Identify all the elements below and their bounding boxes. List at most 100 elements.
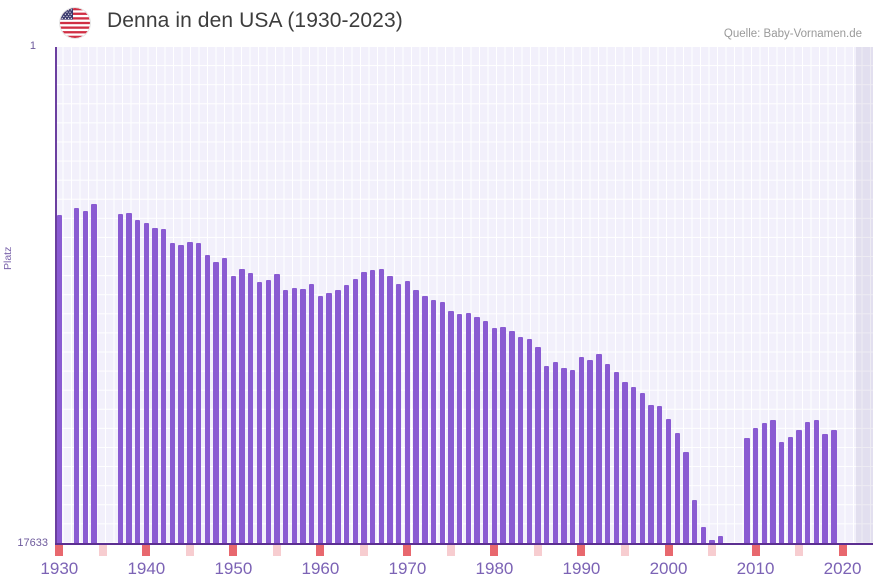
bar [509, 331, 515, 545]
bar [500, 326, 506, 545]
bar [822, 433, 828, 545]
bar [831, 429, 837, 545]
bar [326, 292, 332, 545]
bar [430, 299, 437, 545]
bar [335, 290, 341, 545]
bar [700, 527, 706, 545]
bar [152, 228, 158, 545]
bar [665, 418, 672, 545]
x-tick-minor [795, 545, 804, 556]
x-tick-minor [359, 545, 368, 556]
source-attribution: Quelle: Baby-Vornamen.de [723, 28, 862, 40]
x-tick-minor [272, 545, 281, 556]
bar [282, 289, 289, 545]
y-axis-bottom-label: 17633 [17, 537, 48, 549]
x-tick-label: 1970 [388, 559, 427, 578]
x-tick-minor [98, 545, 107, 556]
x-tick-label: 1990 [562, 559, 601, 578]
bar [483, 320, 489, 545]
x-tick-minor [533, 545, 542, 556]
bar [543, 365, 550, 545]
bar [752, 428, 759, 545]
bar [161, 229, 167, 545]
x-tick-minor [446, 545, 455, 556]
bar [709, 539, 715, 545]
bar [639, 393, 646, 545]
bar [718, 535, 724, 545]
plot-area [55, 47, 873, 545]
bar [570, 369, 576, 545]
bar [657, 405, 663, 545]
bar [552, 362, 559, 545]
bar [195, 242, 202, 545]
bar [622, 382, 628, 545]
bar [674, 433, 680, 545]
bar [248, 272, 254, 545]
x-tick-label: 2010 [736, 559, 775, 578]
bar [117, 213, 123, 545]
x-tick-major [55, 545, 64, 556]
bar [491, 327, 498, 545]
bar [204, 254, 210, 545]
y-axis-line [55, 47, 57, 545]
x-tick-major [229, 545, 238, 556]
bar [526, 339, 532, 545]
x-tick-major [142, 545, 151, 556]
bar [630, 386, 637, 545]
bar [221, 258, 228, 545]
bar [456, 313, 463, 545]
bar [187, 241, 193, 545]
bar [126, 212, 132, 545]
x-tick-major [316, 545, 325, 556]
x-tick-minor [620, 545, 629, 556]
bar [369, 269, 376, 545]
bar [604, 364, 611, 545]
bar [813, 419, 820, 545]
x-tick-major [838, 545, 847, 556]
bar [56, 215, 63, 545]
bar [744, 438, 750, 545]
chart-header: Denna in den USA (1930-2023) Quelle: Bab… [0, 0, 873, 46]
bar [761, 423, 767, 545]
x-tick-major [751, 545, 760, 556]
bar [309, 283, 315, 545]
bar [134, 220, 141, 545]
bar [778, 442, 785, 545]
x-tick-major [664, 545, 673, 556]
bar-series [55, 47, 873, 545]
bar [683, 451, 689, 545]
y-axis-top-label: 1 [29, 40, 36, 52]
x-tick-label: 2020 [823, 559, 862, 578]
y-axis-title: Platz [2, 246, 14, 270]
bar [317, 295, 324, 545]
bar [387, 276, 393, 545]
bar [396, 283, 402, 545]
bar [230, 276, 237, 545]
x-tick-minor [185, 545, 194, 556]
x-tick-label: 1930 [40, 559, 79, 578]
bar [213, 262, 219, 545]
x-tick-minor [708, 545, 716, 556]
bar [587, 360, 593, 545]
bar [91, 204, 97, 545]
x-tick-label: 1980 [475, 559, 514, 578]
bar [613, 371, 619, 545]
bar [274, 274, 280, 545]
page-title: Denna in den USA (1930-2023) [107, 9, 403, 32]
usa-flag-icon [60, 8, 90, 38]
bar [300, 288, 306, 545]
bar [404, 281, 411, 545]
bar [596, 354, 602, 545]
x-axis-line [55, 543, 873, 545]
x-tick-label: 1960 [301, 559, 340, 578]
bar [82, 211, 89, 545]
bar [578, 357, 585, 545]
bar [474, 316, 480, 545]
bar [439, 302, 445, 545]
bar [448, 311, 454, 545]
bar [343, 285, 350, 545]
bar [143, 223, 150, 545]
bar [465, 313, 472, 545]
bar [291, 287, 297, 545]
